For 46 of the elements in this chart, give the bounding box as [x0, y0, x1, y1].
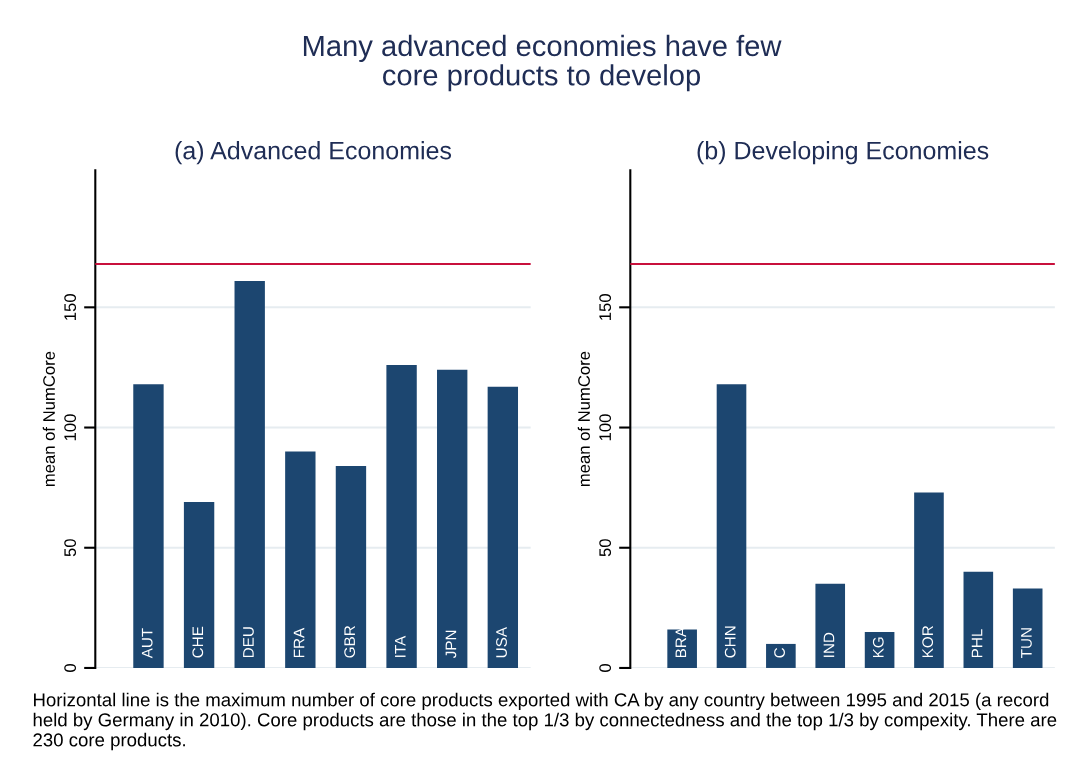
y-tick-label: 50: [599, 539, 612, 557]
bar: [914, 492, 944, 668]
bar: [766, 643, 796, 668]
x-tick-label: CHE: [192, 626, 204, 658]
y-tick-label: 0: [599, 663, 612, 672]
y-tick-label: 100: [599, 414, 612, 441]
y-tick-label: 150: [64, 294, 77, 320]
bar: [285, 451, 316, 668]
x-tick-label: GBR: [344, 625, 356, 658]
x-tick-label: DEU: [243, 627, 254, 658]
bar: [667, 629, 697, 668]
chart-title: (b) Developing Economies: [697, 141, 989, 165]
chart-title: (a) Advanced Economies: [175, 141, 452, 165]
bar: [133, 384, 164, 668]
y-tick-label: 50: [64, 539, 77, 557]
x-tick-label: FRA: [293, 627, 305, 658]
bar: [487, 386, 519, 668]
x-tick-label: TUN: [1021, 628, 1032, 658]
bar: [437, 369, 468, 668]
bar: [1012, 588, 1043, 668]
x-tick-label: KG: [872, 637, 884, 658]
y-tick-label: 150: [599, 294, 612, 320]
x-tick-label: ITA: [395, 635, 406, 657]
y-axis-title: mean of NumCore: [42, 351, 55, 487]
bar: [815, 583, 846, 668]
x-tick-label: JPN: [445, 630, 457, 659]
bar: [386, 365, 417, 668]
bar: [864, 631, 895, 668]
x-tick-label: IND: [823, 632, 835, 657]
bar: [963, 571, 994, 668]
x-tick-label: KOR: [922, 625, 934, 658]
x-tick-label: CHN: [724, 626, 736, 658]
x-tick-label: PHL: [971, 629, 983, 658]
text: Many advanced economies have few core products to develop: [303, 34, 782, 92]
bar: [716, 384, 747, 668]
x-tick-label: USA: [496, 626, 507, 658]
bar: [335, 466, 367, 668]
y-tick-label: 100: [64, 414, 77, 441]
x-tick-label: AUT: [141, 628, 153, 659]
x-tick-label: BRA: [675, 626, 687, 658]
x-tick-label: C: [774, 647, 785, 658]
bar: [234, 280, 265, 668]
text: Horizontal line is the maximum number of core products exported with CA by any country between 1995 and 2015 (a record held by Germany in 2010). Core products are those in the top 1/3 by connectedness and the top 1/3 by compexity. There are 230 core products.: [33, 692, 1057, 751]
bar: [183, 502, 215, 668]
y-tick-label: 0: [64, 663, 77, 672]
y-axis-title: mean of NumCore: [577, 351, 590, 487]
